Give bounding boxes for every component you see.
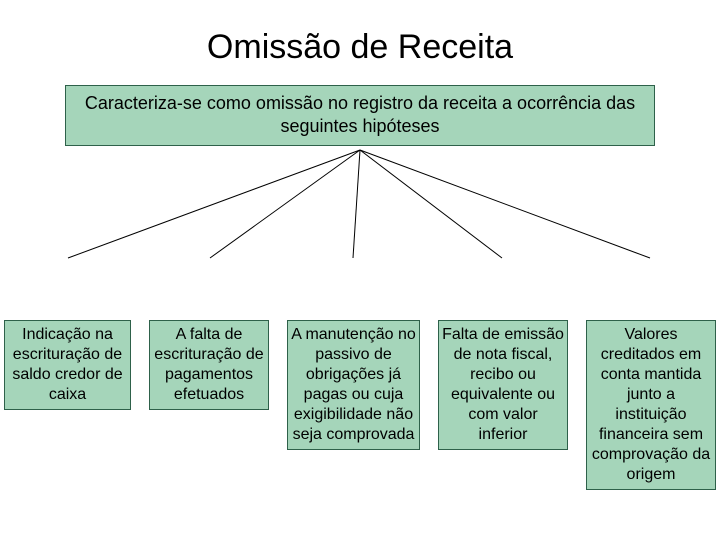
leaf-box-4: Valores creditados em conta mantida junt… xyxy=(586,320,716,490)
leaf-boxes-row: Indicação na escrituração de saldo credo… xyxy=(0,320,720,490)
subtitle-box: Caracteriza-se como omissão no registro … xyxy=(65,85,655,146)
leaf-text-1: A falta de escrituração de pagamentos ef… xyxy=(154,326,263,403)
leaf-text-2: A manutenção no passivo de obrigações já… xyxy=(291,326,416,443)
leaf-text-0: Indicação na escrituração de saldo credo… xyxy=(12,326,122,403)
leaf-box-2: A manutenção no passivo de obrigações já… xyxy=(287,320,420,450)
connector-line-3 xyxy=(360,150,502,258)
leaf-box-0: Indicação na escrituração de saldo credo… xyxy=(4,320,131,410)
connector-line-4 xyxy=(360,150,650,258)
connector-line-2 xyxy=(353,150,360,258)
connector-line-0 xyxy=(68,150,360,258)
leaf-box-3: Falta de emissão de nota fiscal, recibo … xyxy=(438,320,568,450)
leaf-box-1: A falta de escrituração de pagamentos ef… xyxy=(149,320,269,410)
diagram-title: Omissão de Receita xyxy=(0,0,720,85)
leaf-text-4: Valores creditados em conta mantida junt… xyxy=(592,326,710,483)
connector-line-1 xyxy=(210,150,360,258)
subtitle-text: Caracteriza-se como omissão no registro … xyxy=(85,93,635,136)
leaf-text-3: Falta de emissão de nota fiscal, recibo … xyxy=(442,326,564,443)
